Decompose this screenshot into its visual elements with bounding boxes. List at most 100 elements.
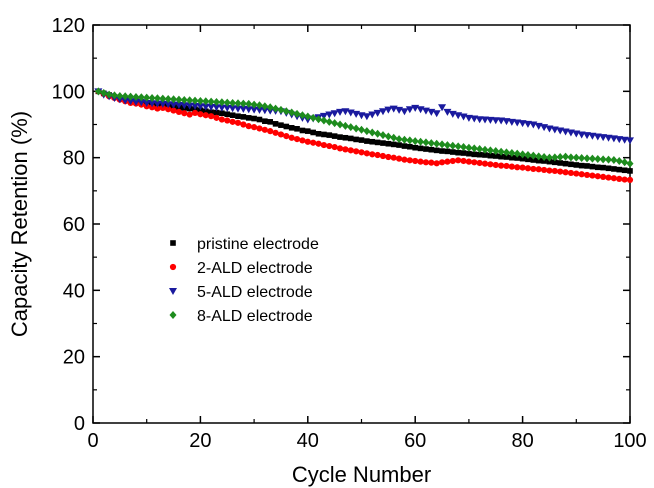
- data-point-8-ald-electrode: [535, 152, 543, 161]
- data-point-2-ald-electrode: [245, 123, 252, 130]
- data-point-pristine-electrode: [299, 127, 306, 134]
- data-point-8-ald-electrode: [266, 103, 274, 112]
- legend-label: 5-ALD electrode: [197, 284, 313, 301]
- data-point-8-ald-electrode: [519, 150, 527, 159]
- data-point-5-ald-electrode: [153, 100, 162, 108]
- data-point-8-ald-electrode: [293, 109, 301, 118]
- data-point-2-ald-electrode: [567, 169, 575, 177]
- data-point-2-ald-electrode: [546, 167, 553, 174]
- data-point-pristine-electrode: [213, 109, 220, 116]
- data-point-pristine-electrode: [557, 160, 563, 166]
- data-point-2-ald-electrode: [293, 135, 301, 143]
- data-point-pristine-electrode: [229, 112, 236, 119]
- data-point-8-ald-electrode: [524, 151, 532, 160]
- data-point-5-ald-electrode: [131, 98, 140, 106]
- data-point-2-ald-electrode: [583, 171, 591, 179]
- data-point-2-ald-electrode: [353, 148, 360, 155]
- data-point-pristine-electrode: [519, 155, 526, 162]
- data-point-2-ald-electrode: [519, 164, 526, 171]
- data-point-8-ald-electrode: [164, 94, 172, 103]
- data-point-pristine-electrode: [374, 139, 381, 146]
- data-point-pristine-electrode: [321, 131, 327, 138]
- data-point-5-ald-electrode: [384, 106, 393, 114]
- data-point-pristine-electrode: [466, 150, 472, 157]
- data-point-2-ald-electrode: [524, 165, 532, 172]
- data-point-pristine-electrode: [272, 121, 279, 127]
- data-point-8-ald-electrode: [567, 153, 575, 162]
- data-point-8-ald-electrode: [127, 92, 135, 101]
- data-point-pristine-electrode: [433, 147, 440, 154]
- data-point-2-ald-electrode: [165, 106, 172, 113]
- data-point-2-ald-electrode: [535, 166, 542, 173]
- data-point-5-ald-electrode: [223, 104, 232, 112]
- data-point-2-ald-electrode: [594, 173, 601, 180]
- legend-marker-2-ald-electrode: [169, 263, 177, 271]
- data-point-2-ald-electrode: [336, 145, 344, 152]
- data-point-pristine-electrode: [278, 122, 284, 128]
- x-tick-label: 0: [87, 430, 98, 452]
- data-point-8-ald-electrode: [341, 121, 349, 130]
- data-point-pristine-electrode: [611, 166, 617, 172]
- data-point-2-ald-electrode: [406, 157, 413, 164]
- data-point-pristine-electrode: [498, 153, 504, 160]
- data-point-pristine-electrode: [235, 113, 241, 120]
- data-point-5-ald-electrode: [180, 102, 189, 110]
- data-point-5-ald-electrode: [255, 106, 264, 114]
- data-point-8-ald-electrode: [545, 153, 553, 162]
- data-point-8-ald-electrode: [599, 155, 607, 164]
- data-point-2-ald-electrode: [299, 137, 306, 144]
- data-point-8-ald-electrode: [234, 99, 242, 108]
- data-point-5-ald-electrode: [233, 105, 242, 113]
- data-point-8-ald-electrode: [110, 91, 118, 100]
- data-point-2-ald-electrode: [326, 142, 333, 150]
- data-point-2-ald-electrode: [616, 175, 623, 182]
- data-point-2-ald-electrode: [412, 157, 419, 165]
- data-point-pristine-electrode: [240, 114, 247, 120]
- data-point-5-ald-electrode: [481, 116, 490, 124]
- data-point-pristine-electrode: [358, 137, 365, 143]
- y-tick-label: 80: [63, 148, 85, 170]
- data-point-8-ald-electrode: [497, 147, 505, 156]
- data-point-2-ald-electrode: [267, 128, 274, 135]
- data-point-pristine-electrode: [525, 156, 531, 163]
- data-point-2-ald-electrode: [186, 111, 193, 118]
- data-point-5-ald-electrode: [400, 108, 409, 116]
- data-point-8-ald-electrode: [202, 97, 210, 106]
- data-point-2-ald-electrode: [471, 159, 478, 166]
- y-axis-title: Capacity Retention (%): [7, 111, 32, 337]
- data-point-8-ald-electrode: [486, 146, 494, 155]
- data-point-2-ald-electrode: [331, 143, 338, 151]
- data-point-2-ald-electrode: [202, 112, 209, 119]
- y-tick-label: 40: [63, 280, 85, 302]
- data-point-pristine-electrode: [326, 132, 333, 138]
- data-point-2-ald-electrode: [154, 105, 161, 112]
- data-point-2-ald-electrode: [288, 134, 295, 141]
- data-point-2-ald-electrode: [369, 151, 376, 158]
- data-point-2-ald-electrode: [476, 159, 483, 167]
- data-point-8-ald-electrode: [218, 98, 226, 107]
- data-point-pristine-electrode: [460, 150, 467, 156]
- data-point-8-ald-electrode: [320, 116, 328, 125]
- plot-frame: [92, 24, 631, 424]
- data-point-8-ald-electrode: [331, 119, 339, 128]
- data-point-2-ald-electrode: [277, 131, 285, 138]
- data-point-8-ald-electrode: [159, 94, 167, 103]
- data-point-8-ald-electrode: [406, 136, 414, 145]
- data-point-2-ald-electrode: [208, 113, 215, 120]
- data-point-2-ald-electrode: [492, 161, 499, 169]
- legend-item-2-ald-electrode: 2-ALD electrode: [169, 260, 313, 277]
- data-point-2-ald-electrode: [175, 108, 183, 115]
- data-point-pristine-electrode: [208, 109, 214, 116]
- legend-item-pristine-electrode: pristine electrode: [170, 236, 319, 253]
- data-point-8-ald-electrode: [588, 154, 596, 163]
- data-point-pristine-electrode: [455, 149, 461, 156]
- data-point-8-ald-electrode: [352, 124, 360, 133]
- data-point-pristine-electrode: [578, 162, 585, 169]
- data-point-pristine-electrode: [353, 136, 359, 143]
- data-point-8-ald-electrode: [358, 125, 365, 134]
- legend-item-5-ald-electrode: 5-ALD electrode: [169, 284, 313, 301]
- data-point-5-ald-electrode: [330, 110, 339, 118]
- data-point-pristine-electrode: [202, 108, 209, 115]
- legend-label: pristine electrode: [197, 236, 319, 253]
- legend-label: 8-ALD electrode: [197, 308, 313, 325]
